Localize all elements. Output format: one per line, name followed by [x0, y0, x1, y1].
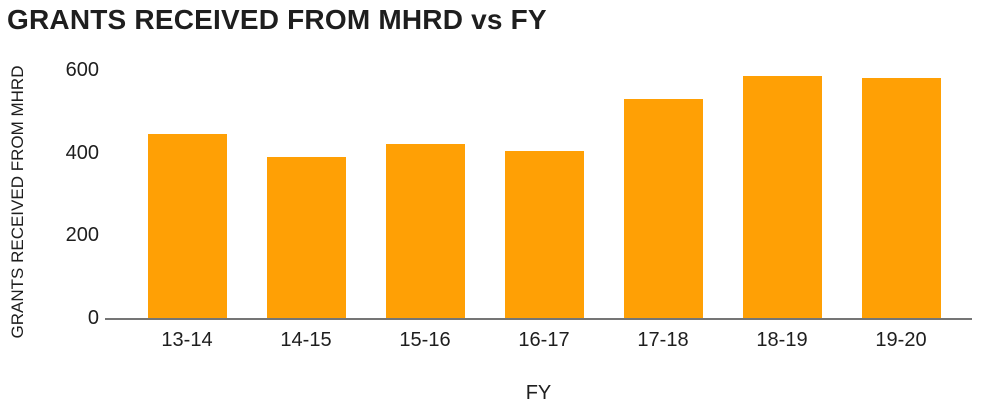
y-tick-label: 200: [65, 224, 99, 247]
x-tick-label: 13-14: [161, 329, 213, 351]
plot-area: [105, 70, 972, 318]
x-tick-label: 17-18: [637, 329, 689, 351]
y-tick-label: 600: [65, 59, 99, 81]
x-tick-label: 18-19: [756, 329, 808, 351]
bar-19-20: [861, 78, 941, 318]
x-tick-label: 16-17: [518, 329, 570, 351]
x-tick-label: 19-20: [875, 329, 927, 351]
bar-13-14: [147, 134, 227, 318]
bar-16-17: [504, 150, 584, 318]
chart-title: GRANTS RECEIVED FROM MHRD vs FY: [7, 4, 547, 35]
y-tick-label: 400: [65, 141, 99, 164]
y-tick-label: 0: [87, 307, 99, 329]
x-tick-label: 14-15: [280, 329, 332, 351]
bar-14-15: [266, 156, 346, 318]
x-axis-title: FY: [525, 382, 552, 404]
bar-15-16: [385, 144, 465, 318]
y-axis-title: GRANTS RECEIVED FROM MHRD: [8, 65, 27, 339]
x-axis-line: [105, 318, 972, 320]
x-tick-label: 15-16: [399, 329, 451, 351]
bar-18-19: [742, 76, 822, 318]
bar-17-18: [623, 98, 703, 318]
